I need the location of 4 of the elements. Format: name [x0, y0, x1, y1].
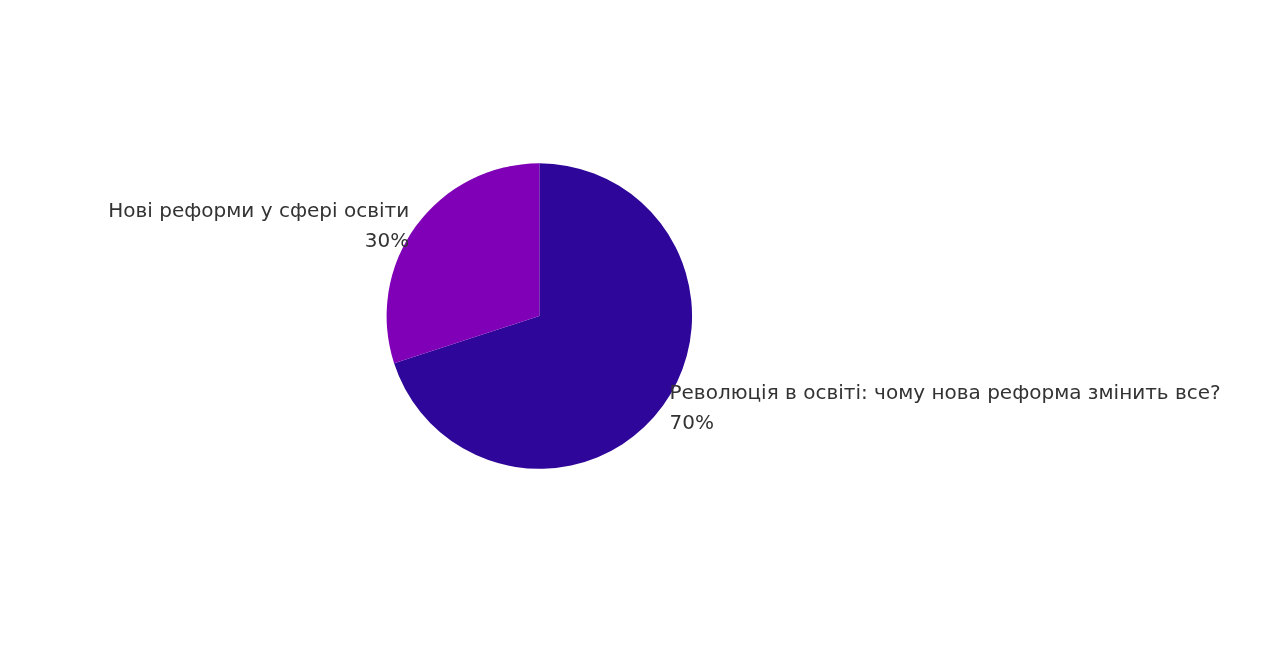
data-label: 70%	[669, 410, 714, 435]
slice-label: Нові реформи у сфері освіти	[108, 198, 410, 223]
slice-label: Революція в освіті: чому нова реформа змінить все?	[669, 380, 1221, 405]
data-label: 30%	[364, 228, 410, 253]
